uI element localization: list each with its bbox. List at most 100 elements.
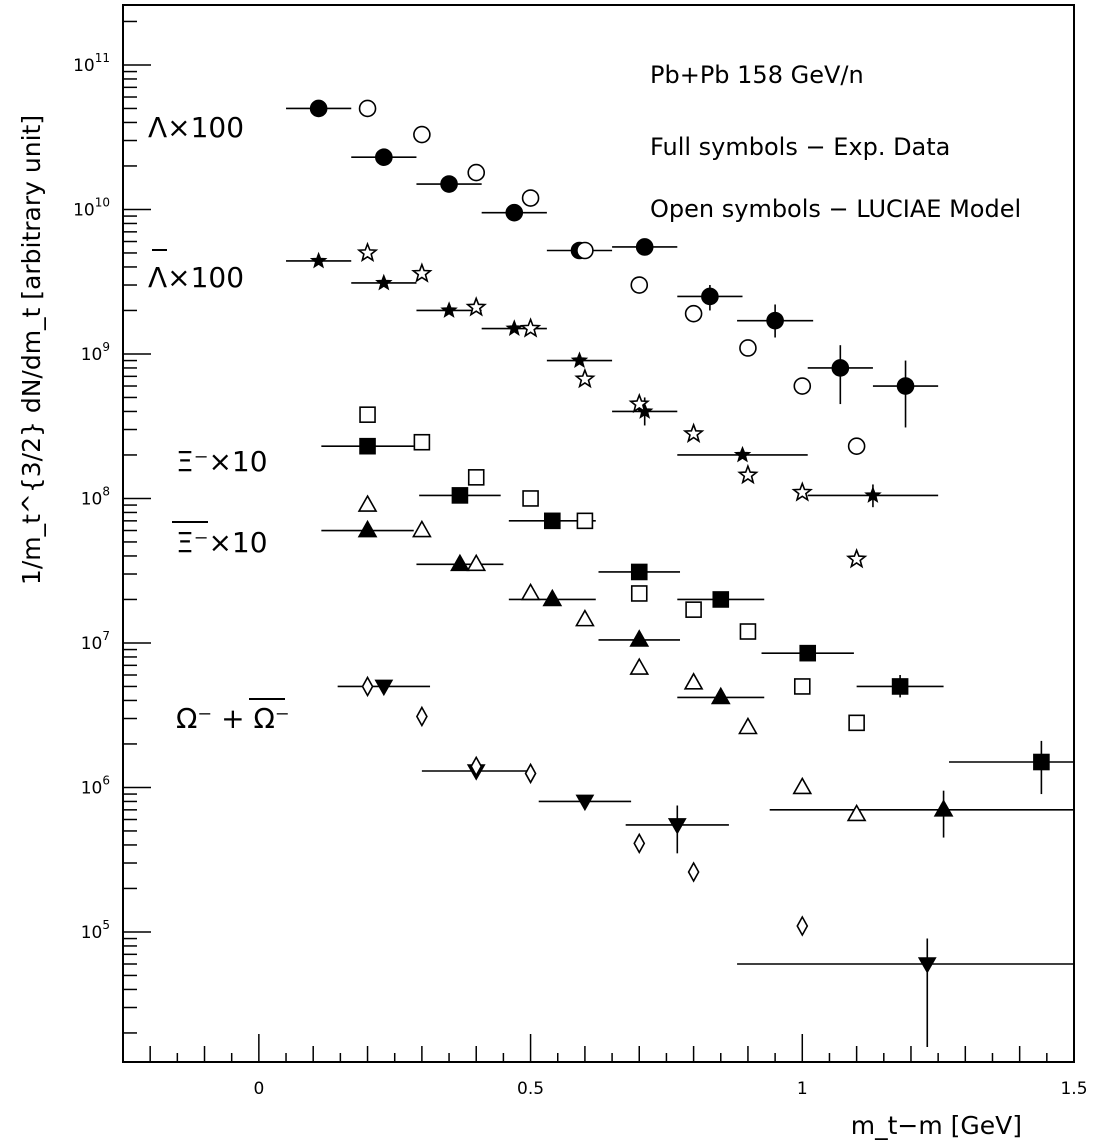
xi-point bbox=[1033, 753, 1050, 771]
xi-model-point bbox=[793, 678, 811, 695]
lambda-model-point bbox=[358, 99, 377, 118]
lambda-point bbox=[375, 148, 393, 166]
lambda-point bbox=[896, 377, 915, 395]
lambda-model-point bbox=[793, 377, 812, 395]
lambda-point bbox=[831, 359, 850, 377]
antilambda-model-point bbox=[356, 241, 379, 263]
lambda-point bbox=[505, 203, 524, 222]
series-xi-model bbox=[359, 406, 865, 732]
series-omega bbox=[337, 679, 1074, 1047]
axis-ticks bbox=[123, 20, 1075, 1062]
omega-model-point bbox=[796, 915, 809, 937]
antilambda-model-point bbox=[519, 317, 542, 338]
antilambda-model-point bbox=[574, 367, 596, 389]
series-label-omega: Ω⁻ + Ω⁻ bbox=[176, 702, 290, 735]
antilambda-model-point bbox=[682, 422, 705, 443]
annotation-full-symbols: Full symbols − Exp. Data bbox=[650, 133, 950, 161]
x-axis-title: m_t−m [GeV] bbox=[851, 1111, 1022, 1140]
y-tick-label: 107 bbox=[81, 629, 110, 654]
omega-model-point bbox=[524, 762, 537, 785]
omega-model-point bbox=[361, 675, 374, 698]
x-tick-label: 1.5 bbox=[1060, 1079, 1087, 1099]
y-tick-label: 1011 bbox=[73, 51, 110, 76]
xi-point bbox=[799, 644, 817, 662]
antixi-model-point bbox=[629, 657, 650, 675]
omega-point bbox=[917, 957, 937, 974]
y-tick-label: 108 bbox=[81, 484, 110, 509]
lambda-point bbox=[635, 238, 654, 256]
series-antilambda-model bbox=[356, 241, 868, 569]
xi-model-point bbox=[630, 585, 648, 602]
xi-model-point bbox=[576, 512, 594, 530]
antixi-model-point bbox=[520, 582, 541, 601]
antixi-model-point bbox=[412, 519, 432, 538]
omega-point bbox=[667, 818, 687, 835]
annotation-collision-system: Pb+Pb 158 GeV/n bbox=[650, 61, 864, 89]
antilambda-model-point bbox=[411, 262, 433, 283]
antilambda-point bbox=[375, 273, 393, 291]
antixi-point bbox=[542, 588, 563, 607]
xi-point bbox=[359, 437, 376, 455]
xi-model-point bbox=[739, 623, 757, 640]
antilambda-model-point bbox=[628, 392, 650, 414]
antixi-model-point bbox=[466, 553, 487, 572]
series-antixi-model bbox=[357, 494, 867, 822]
y-tick-label: 109 bbox=[81, 340, 110, 365]
lambda-point bbox=[440, 175, 458, 193]
xi-point bbox=[630, 563, 648, 581]
omega-model-point bbox=[633, 832, 646, 855]
antixi-point bbox=[357, 519, 378, 538]
x-tick-label: 0 bbox=[253, 1079, 264, 1099]
series-omega-model bbox=[361, 675, 809, 937]
xi-model-point bbox=[522, 490, 539, 507]
xi-model-point bbox=[413, 433, 431, 451]
plot-frame bbox=[122, 4, 1075, 1063]
antilambda-point bbox=[570, 351, 589, 368]
lambda-model-point bbox=[630, 276, 649, 294]
antixi-model-point bbox=[738, 716, 758, 735]
data-marks bbox=[286, 99, 1074, 1047]
antixi-model-point bbox=[357, 494, 378, 512]
xi-model-point bbox=[467, 469, 485, 486]
antixi-model-point bbox=[575, 609, 595, 627]
antilambda-model-point bbox=[465, 296, 487, 317]
omega-model-point bbox=[470, 755, 483, 777]
antixi-model-point bbox=[846, 803, 867, 822]
xi-model-point bbox=[685, 601, 702, 618]
antilambda-point bbox=[864, 486, 882, 503]
series-antilambda bbox=[286, 251, 939, 508]
omega-model-point bbox=[687, 861, 700, 883]
antilambda-model-point bbox=[737, 463, 759, 485]
y-tick-label: 1010 bbox=[73, 195, 110, 220]
tick-labels: 0 0.5 1 1.5 105 106 107 108 109 1010 1011 bbox=[73, 51, 1087, 1099]
xi-point bbox=[891, 678, 909, 695]
omega-point bbox=[575, 794, 595, 812]
lambda-point bbox=[701, 287, 719, 306]
series-label-antilambda: Λ×100 bbox=[148, 261, 244, 294]
lambda-model-point bbox=[521, 189, 540, 207]
annotation-open-symbols: Open symbols − LUCIAE Model bbox=[650, 195, 1021, 223]
xi-model-point bbox=[848, 714, 865, 732]
antixi-point bbox=[710, 686, 731, 705]
omega-point bbox=[374, 679, 394, 697]
antilambda-point bbox=[505, 319, 524, 337]
series-lambda-model bbox=[358, 99, 866, 455]
lambda-point bbox=[766, 311, 784, 330]
series-lambda bbox=[286, 99, 939, 428]
xi-model-point bbox=[359, 406, 376, 423]
lambda-model-point bbox=[847, 437, 866, 455]
lambda-model-point bbox=[413, 125, 431, 144]
y-tick-label: 106 bbox=[81, 773, 110, 798]
series-label-antixi: Ξ⁻×10 bbox=[176, 526, 268, 559]
antilambda-point bbox=[309, 251, 328, 269]
antixi-point bbox=[629, 629, 650, 647]
y-tick-label: 105 bbox=[81, 918, 110, 943]
antixi-point bbox=[450, 553, 470, 572]
antilambda-point bbox=[733, 445, 752, 463]
lambda-model-point bbox=[467, 163, 486, 182]
lambda-model-point bbox=[739, 339, 757, 357]
x-tick-label: 1 bbox=[797, 1079, 808, 1099]
antilambda-model-point bbox=[845, 547, 868, 569]
xi-point bbox=[451, 487, 469, 504]
